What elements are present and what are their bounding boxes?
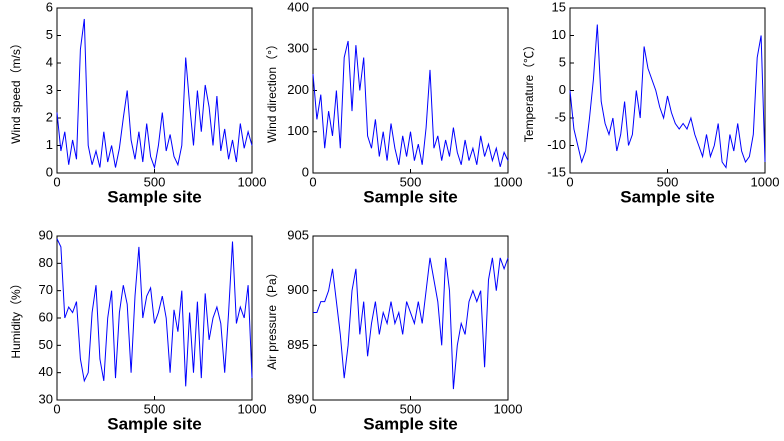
y-tick-label: 400 bbox=[287, 0, 309, 14]
x-tick-label: 0 bbox=[566, 174, 573, 189]
y-tick-label: 0 bbox=[559, 82, 566, 97]
axes-box bbox=[312, 7, 509, 174]
x-axis-label: Sample site bbox=[107, 414, 202, 433]
y-tick-label: 2 bbox=[46, 109, 53, 124]
x-tick-label: 1000 bbox=[494, 174, 523, 189]
axes-box bbox=[312, 235, 509, 401]
x-tick-label: 500 bbox=[144, 174, 166, 189]
y-tick-label: 300 bbox=[287, 41, 309, 56]
y-tick-label: 10 bbox=[552, 27, 566, 42]
y-tick-label: 30 bbox=[39, 391, 53, 406]
x-tick-label: 500 bbox=[144, 401, 166, 416]
y-tick-label: 5 bbox=[559, 54, 566, 69]
y-tick-label: 895 bbox=[287, 337, 309, 352]
data-line bbox=[56, 18, 253, 170]
y-axis-label: Temperature（℃） bbox=[522, 39, 536, 142]
y-tick-label: 0 bbox=[46, 164, 53, 179]
x-tick-label: 500 bbox=[400, 174, 422, 189]
x-tick-label: 1000 bbox=[751, 174, 780, 189]
x-axis-label: Sample site bbox=[107, 187, 202, 206]
data-line bbox=[312, 40, 509, 167]
y-axis-label: Wind direction（°） bbox=[265, 38, 279, 143]
axes-box bbox=[56, 7, 253, 174]
y-tick-label: 70 bbox=[39, 282, 53, 297]
y-tick-label: 15 bbox=[552, 0, 566, 14]
x-axis-label: Sample site bbox=[363, 414, 458, 433]
axes-box bbox=[56, 235, 253, 401]
y-tick-label: 890 bbox=[287, 391, 309, 406]
y-tick-label: 90 bbox=[39, 227, 53, 242]
data-line bbox=[56, 238, 253, 387]
y-axis-label: Humidity（%） bbox=[9, 277, 23, 358]
y-tick-label: -15 bbox=[547, 164, 566, 179]
x-tick-label: 0 bbox=[309, 174, 316, 189]
y-tick-label: 3 bbox=[46, 82, 53, 97]
y-tick-label: 200 bbox=[287, 82, 309, 97]
y-tick-label: 905 bbox=[287, 227, 309, 242]
y-tick-label: 900 bbox=[287, 282, 309, 297]
x-tick-label: 1000 bbox=[238, 401, 267, 416]
y-tick-label: -5 bbox=[554, 109, 566, 124]
data-line bbox=[569, 24, 766, 169]
y-tick-label: 80 bbox=[39, 255, 53, 270]
x-tick-label: 0 bbox=[53, 401, 60, 416]
y-tick-label: 4 bbox=[46, 54, 53, 69]
y-tick-label: 60 bbox=[39, 309, 53, 324]
y-tick-label: 40 bbox=[39, 364, 53, 379]
x-axis-label: Sample site bbox=[620, 187, 715, 206]
y-axis-label: Air pressure（Pa） bbox=[265, 266, 279, 369]
x-axis-label: Sample site bbox=[363, 187, 458, 206]
y-tick-label: 1 bbox=[46, 137, 53, 152]
y-tick-label: 5 bbox=[46, 27, 53, 42]
x-tick-label: 500 bbox=[657, 174, 679, 189]
y-axis-label: Wind speed（m/s） bbox=[9, 37, 23, 144]
y-tick-label: 50 bbox=[39, 337, 53, 352]
y-tick-label: 0 bbox=[302, 164, 309, 179]
x-tick-label: 0 bbox=[53, 174, 60, 189]
y-tick-label: 100 bbox=[287, 123, 309, 138]
x-tick-label: 1000 bbox=[238, 174, 267, 189]
data-line bbox=[313, 257, 509, 390]
x-tick-label: 0 bbox=[309, 401, 316, 416]
y-tick-label: -10 bbox=[547, 137, 566, 152]
axes-box bbox=[569, 7, 766, 174]
x-tick-label: 1000 bbox=[494, 401, 523, 416]
y-tick-label: 6 bbox=[46, 0, 53, 14]
x-tick-label: 500 bbox=[400, 401, 422, 416]
